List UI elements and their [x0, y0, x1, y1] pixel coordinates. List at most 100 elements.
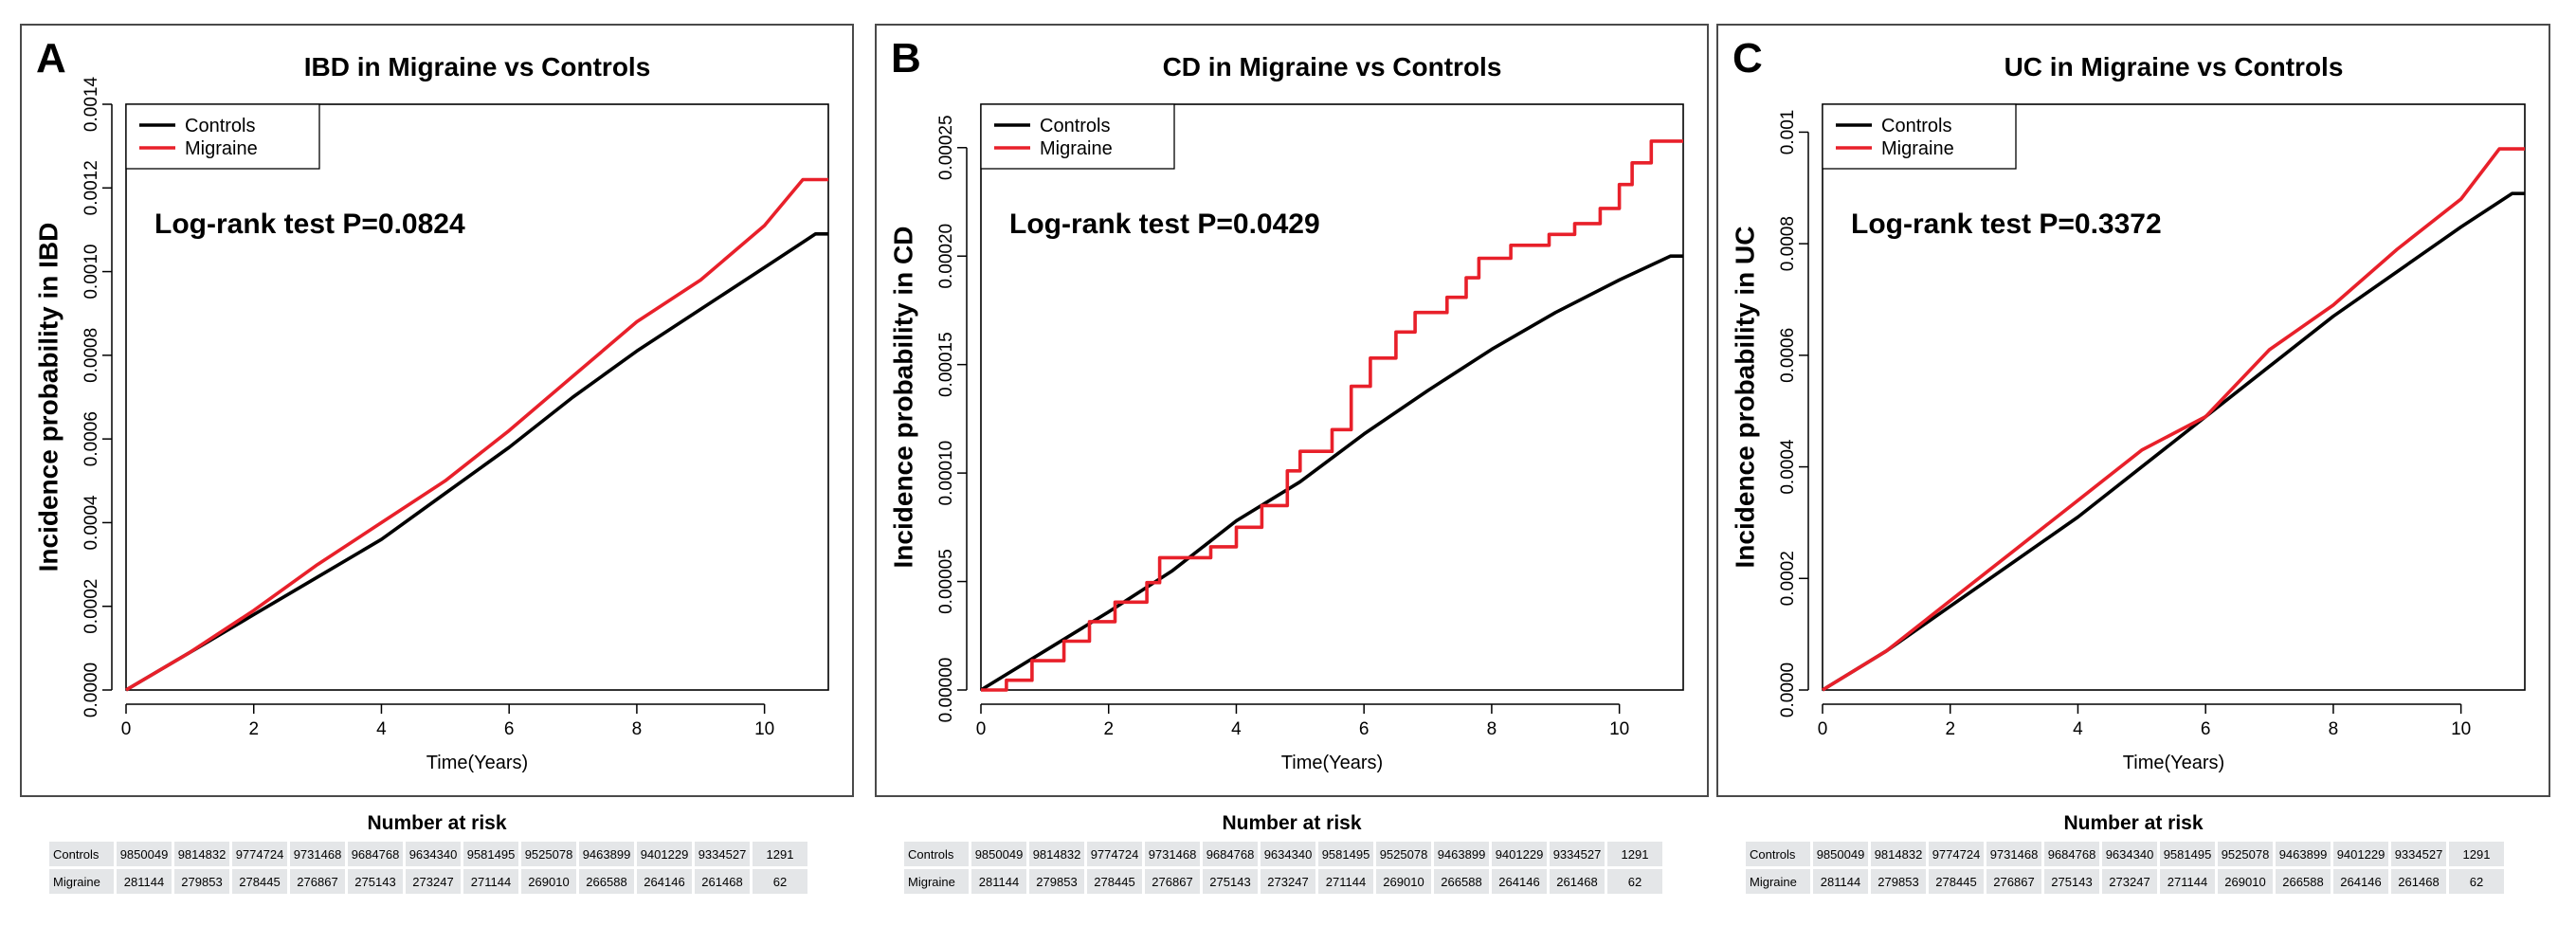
logrank-annotation: Log-rank test P=0.3372: [1851, 209, 2162, 240]
risk-cell: [1434, 869, 1489, 894]
series-line-migraine: [981, 139, 1683, 692]
risk-value: 273247: [412, 875, 453, 889]
risk-cell: [1087, 869, 1142, 894]
risk-cell: [1376, 842, 1431, 866]
risk-value: 9684768: [352, 847, 400, 862]
risk-value: 9463899: [583, 847, 631, 862]
risk-value: 281144: [1821, 875, 1860, 889]
series-line-controls: [980, 254, 1683, 692]
y-tick-label: 0.0008: [1778, 216, 1798, 271]
y-tick-label: 0.0010: [82, 245, 101, 300]
risk-cell: [971, 842, 1026, 866]
risk-cell: [1318, 869, 1373, 894]
x-tick-label: 10: [754, 719, 774, 739]
risk-value: 9731468: [1990, 847, 2039, 862]
risk-cell: [971, 869, 1026, 894]
x-tick-label: 10: [2451, 719, 2471, 739]
risk-cell: [579, 842, 634, 866]
risk-value: 278445: [1935, 875, 1976, 889]
risk-cell: [695, 842, 750, 866]
risk-cell: [521, 869, 576, 894]
x-tick-label: 0: [121, 719, 132, 739]
risk-row-label-cell: [1746, 842, 1810, 866]
x-tick-label: 6: [504, 719, 515, 739]
risk-value: 9814832: [1033, 847, 1081, 862]
legend-label: Migraine: [1881, 138, 1954, 159]
risk-row-label: Migraine: [53, 875, 100, 889]
risk-cell: [117, 842, 172, 866]
risk-cell: [2044, 842, 2099, 866]
risk-cell: [1986, 869, 2041, 894]
y-tick-label: 0.00020: [936, 224, 956, 289]
risk-cell: [753, 842, 807, 866]
risk-cell: [1813, 869, 1868, 894]
y-tick-label: 0.0006: [82, 411, 101, 466]
risk-value: 275143: [2051, 875, 2092, 889]
risk-cell: [1318, 842, 1373, 866]
series-line-controls: [125, 232, 828, 692]
risk-value: 9525078: [1380, 847, 1428, 862]
legend-box: [125, 103, 320, 170]
x-tick-label: 2: [248, 719, 259, 739]
risk-cell: [521, 842, 576, 866]
risk-value: 275143: [354, 875, 395, 889]
risk-cell: [2449, 842, 2504, 866]
y-tick-label: 0.00000: [936, 658, 956, 723]
y-tick-label: 0.0002: [82, 579, 101, 634]
risk-value: 279853: [181, 875, 222, 889]
risk-value: 9634340: [409, 847, 458, 862]
y-tick-label: 0.0000: [82, 663, 101, 717]
risk-value: 9814832: [178, 847, 227, 862]
risk-row-label: Migraine: [1750, 875, 1797, 889]
series-line-migraine: [1822, 147, 2525, 692]
y-tick-label: 0.0002: [1778, 551, 1798, 606]
panel-title: CD in Migraine vs Controls: [1163, 52, 1502, 82]
risk-cell: [2218, 842, 2273, 866]
risk-cell: [1434, 842, 1489, 866]
risk-value: 1291: [1622, 847, 1649, 862]
x-tick-label: 4: [376, 719, 387, 739]
risk-value: 276867: [297, 875, 337, 889]
x-tick-label: 6: [2201, 719, 2211, 739]
risk-cell: [2160, 869, 2215, 894]
risk-cell: [1929, 869, 1984, 894]
plot-frame: [1822, 103, 2526, 691]
risk-table: Number at risk Controls 9850049 9814832 9774…: [1746, 812, 2504, 894]
risk-value: 271144: [471, 875, 511, 889]
risk-value: 9634340: [1264, 847, 1313, 862]
risk-row-label-cell: [1746, 869, 1810, 894]
risk-cell: [2391, 869, 2446, 894]
risk-table-title: Number at risk: [367, 812, 506, 834]
risk-cell: [579, 869, 634, 894]
risk-table: Number at risk Controls 9850049 9814832 9774…: [904, 812, 1662, 894]
risk-value: 9334527: [698, 847, 747, 862]
risk-cell: [1550, 869, 1605, 894]
panel-b: B CD in Migraine vs Controls 0 2 4 6 8 10 0.0000…: [875, 24, 1709, 894]
risk-cell: [290, 842, 345, 866]
risk-value: 9684768: [1206, 847, 1255, 862]
risk-cell: [406, 842, 461, 866]
y-tick-label: 0.001: [1778, 110, 1798, 155]
logrank-annotation: Log-rank test P=0.0429: [1009, 209, 1320, 240]
y-tick-label: 0.00015: [936, 332, 956, 397]
risk-cell: [2391, 842, 2446, 866]
y-axis-title: Incidence probability in IBD: [34, 223, 63, 572]
x-axis-title: Time(Years): [1281, 753, 1383, 773]
risk-table-title: Number at risk: [1222, 812, 1361, 834]
y-tick-label: 0.00025: [936, 115, 956, 180]
risk-value: 9814832: [1875, 847, 1923, 862]
risk-cell: [1607, 842, 1662, 866]
risk-cell: [1492, 869, 1547, 894]
risk-value: 9581495: [2164, 847, 2212, 862]
risk-cell: [2102, 869, 2157, 894]
risk-value: 9731468: [294, 847, 342, 862]
risk-cell: [2449, 869, 2504, 894]
risk-value: 273247: [1267, 875, 1308, 889]
risk-cell: [463, 869, 518, 894]
risk-cell: [1203, 842, 1258, 866]
risk-row-label-cell: [904, 869, 969, 894]
legend-box: [1822, 103, 2017, 170]
risk-value: 279853: [1036, 875, 1077, 889]
risk-value: 9634340: [2106, 847, 2154, 862]
